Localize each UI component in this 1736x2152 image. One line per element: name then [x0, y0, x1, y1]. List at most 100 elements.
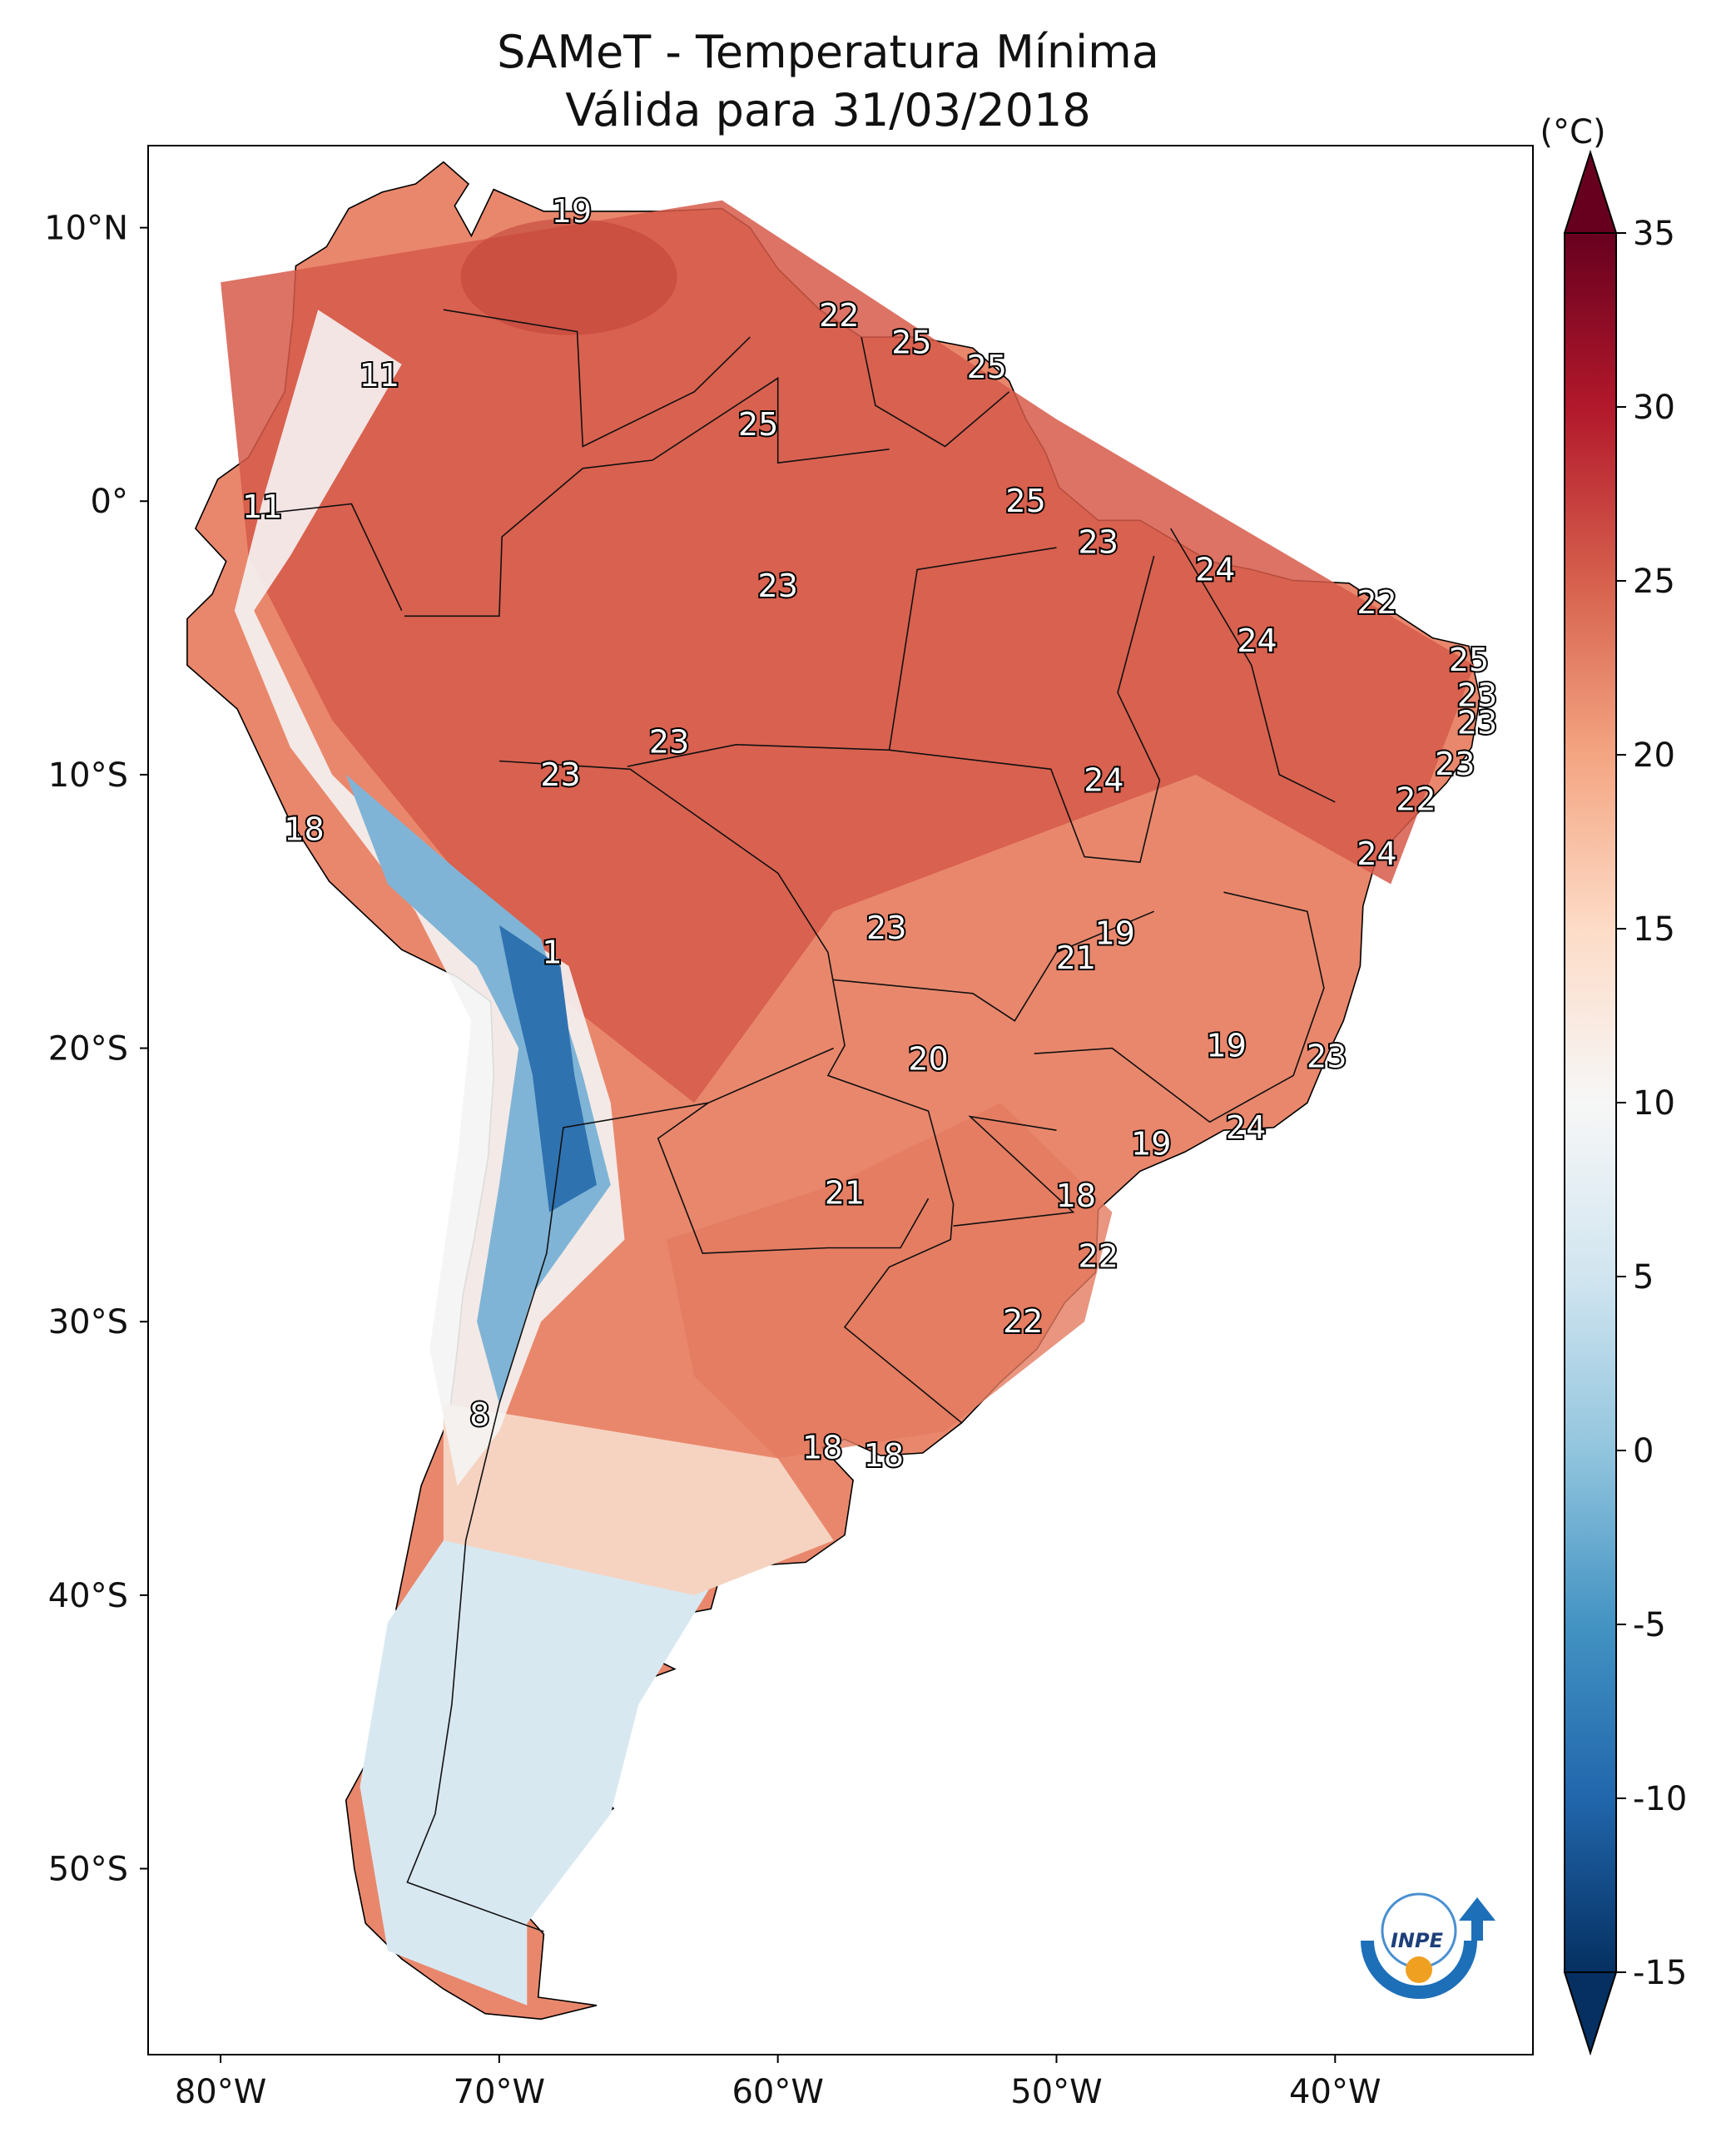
city-temperature-label: 25 — [738, 406, 778, 443]
city-temperature-label: 18 — [284, 811, 324, 848]
lat-tick-label: 40°S — [48, 1577, 128, 1615]
colorbar-gradient — [1564, 232, 1617, 1973]
mild-zone — [666, 1103, 1113, 1459]
colorbar-tick-label: -5 — [1633, 1606, 1666, 1644]
city-temperature-label: 21 — [825, 1175, 865, 1212]
border-line-11 — [443, 309, 751, 448]
colorbar-tick-label: 5 — [1633, 1258, 1654, 1297]
city-temperature-label: 24 — [1357, 836, 1396, 872]
map-title: SAMeT - Temperatura Mínima Válida para 3… — [0, 23, 1656, 140]
colorbar-tick-label: -15 — [1633, 1954, 1687, 1992]
city-temperature-label: 18 — [864, 1437, 904, 1474]
colorbar-ticks: 35 30 25 20 15 10 5 0 -5 -10 -15 — [1616, 215, 1687, 1992]
colorbar-tick-label: 20 — [1633, 736, 1675, 775]
lat-tick-label: 10°S — [48, 756, 128, 795]
city-temperature-label: 22 — [1357, 584, 1396, 621]
border-line-8 — [953, 1115, 1075, 1227]
city-temperature-label: 23 — [1457, 705, 1497, 741]
inpe-logo-text: INPE — [1391, 1929, 1444, 1952]
city-temperature-label: 23 — [1307, 1038, 1347, 1074]
patagonia-cool-zone — [360, 1540, 722, 2006]
border-line-1 — [498, 760, 963, 1424]
city-temperature-label: 24 — [1237, 622, 1277, 659]
city-temperature-label: 1 — [542, 935, 562, 971]
city-temperature-label: 25 — [1005, 483, 1045, 519]
inpe-logo: INPE — [1361, 1892, 1495, 1999]
border-line-7 — [833, 910, 1155, 1022]
south-america-landmass — [186, 161, 1481, 2021]
city-temperature-label: 11 — [360, 357, 399, 394]
city-temperature-label: 23 — [1079, 524, 1118, 561]
city-temperature-label: 22 — [1396, 781, 1436, 818]
city-temperature-label: 21 — [1056, 940, 1096, 976]
colorbar: (°C) 35 30 25 20 15 10 5 0 -5 -10 -15 — [1540, 113, 1687, 2056]
city-temperature-label: 18 — [1056, 1178, 1096, 1214]
lat-tick-label: 20°S — [48, 1030, 128, 1069]
altiplano-cold-zone — [498, 925, 597, 1212]
city-temperature-label: 18 — [802, 1429, 842, 1465]
city-temperature-label: 25 — [891, 325, 931, 361]
longitude-ticks: 80°W 70°W 60°W 50°W 40°W — [175, 2055, 1381, 2111]
border-line-3 — [657, 1102, 930, 1254]
border-line-12 — [861, 336, 1010, 448]
border-line-6 — [1170, 528, 1336, 803]
city-temperature-label: 22 — [1003, 1303, 1043, 1340]
city-temperature-label: 19 — [1095, 915, 1135, 952]
city-temperature-label: 8 — [469, 1396, 489, 1433]
city-temperature-label: 11 — [242, 488, 282, 525]
lon-tick-label: 40°W — [1289, 2073, 1381, 2111]
border-line-0 — [404, 376, 890, 617]
map-frame — [147, 145, 1534, 2055]
border-line-2 — [406, 1047, 834, 1932]
colorbar-tick-label: 0 — [1633, 1432, 1654, 1470]
city-temperature-label: 19 — [552, 193, 592, 230]
latitude-ticks: 10°N 0° 10°S 20°S 30°S 40°S 50°S — [44, 210, 148, 1889]
border-line-9 — [1034, 891, 1325, 1123]
pampa-mild-zone — [443, 1403, 834, 1595]
country-state-borders — [250, 309, 1336, 1932]
city-temperature-label: 23 — [649, 724, 689, 761]
city-temperature-label: 22 — [819, 297, 859, 334]
border-line-10 — [250, 503, 403, 612]
lon-tick-label: 70°W — [454, 2073, 545, 2111]
colorbar-tick-label: 10 — [1633, 1084, 1675, 1123]
colorbar-unit: (°C) — [1540, 113, 1605, 151]
city-temperature-label: 25 — [967, 349, 1007, 385]
city-temperature-label: 23 — [540, 756, 580, 793]
city-temperature-label: 23 — [758, 568, 798, 604]
title-line-1: SAMeT - Temperatura Mínima — [497, 26, 1159, 78]
city-temperature-label: 23 — [1435, 746, 1475, 782]
warm-zone — [221, 200, 1475, 1103]
city-temperature-label: 24 — [1195, 551, 1235, 588]
city-temperature-label: 23 — [866, 910, 906, 946]
city-temperature-label: 19 — [1207, 1027, 1247, 1064]
city-temperature-label: 19 — [1131, 1126, 1171, 1163]
border-line-5 — [889, 555, 1161, 863]
city-temperature-label: 25 — [1449, 642, 1489, 678]
andes-cold-band — [234, 310, 625, 1486]
colorbar-min-arrow — [1563, 1971, 1618, 2056]
lat-tick-label: 50°S — [48, 1851, 128, 1889]
title-line-2: Válida para 31/03/2018 — [565, 84, 1091, 136]
city-temperature-label: 23 — [1457, 677, 1497, 714]
city-temperature-label: 24 — [1084, 762, 1123, 799]
lat-tick-label: 0° — [91, 483, 128, 521]
colorbar-max-arrow — [1563, 149, 1618, 234]
lon-tick-label: 60°W — [732, 2073, 823, 2111]
city-temperature-label: 22 — [1079, 1237, 1118, 1274]
andes-blue-band — [345, 774, 611, 1404]
lat-tick-label: 10°N — [44, 210, 128, 248]
lat-tick-label: 30°S — [48, 1303, 128, 1341]
colorbar-tick-label: 25 — [1633, 563, 1675, 601]
lon-tick-label: 50°W — [1010, 2073, 1102, 2111]
colorbar-tick-label: 30 — [1633, 389, 1675, 427]
city-temperature-label: 24 — [1226, 1109, 1266, 1146]
colorbar-tick-label: -10 — [1633, 1780, 1687, 1818]
lon-tick-label: 80°W — [175, 2073, 266, 2111]
hot-spot-venezuela — [460, 218, 677, 335]
colorbar-tick-label: 35 — [1633, 215, 1675, 253]
colorbar-tick-label: 15 — [1633, 910, 1675, 949]
